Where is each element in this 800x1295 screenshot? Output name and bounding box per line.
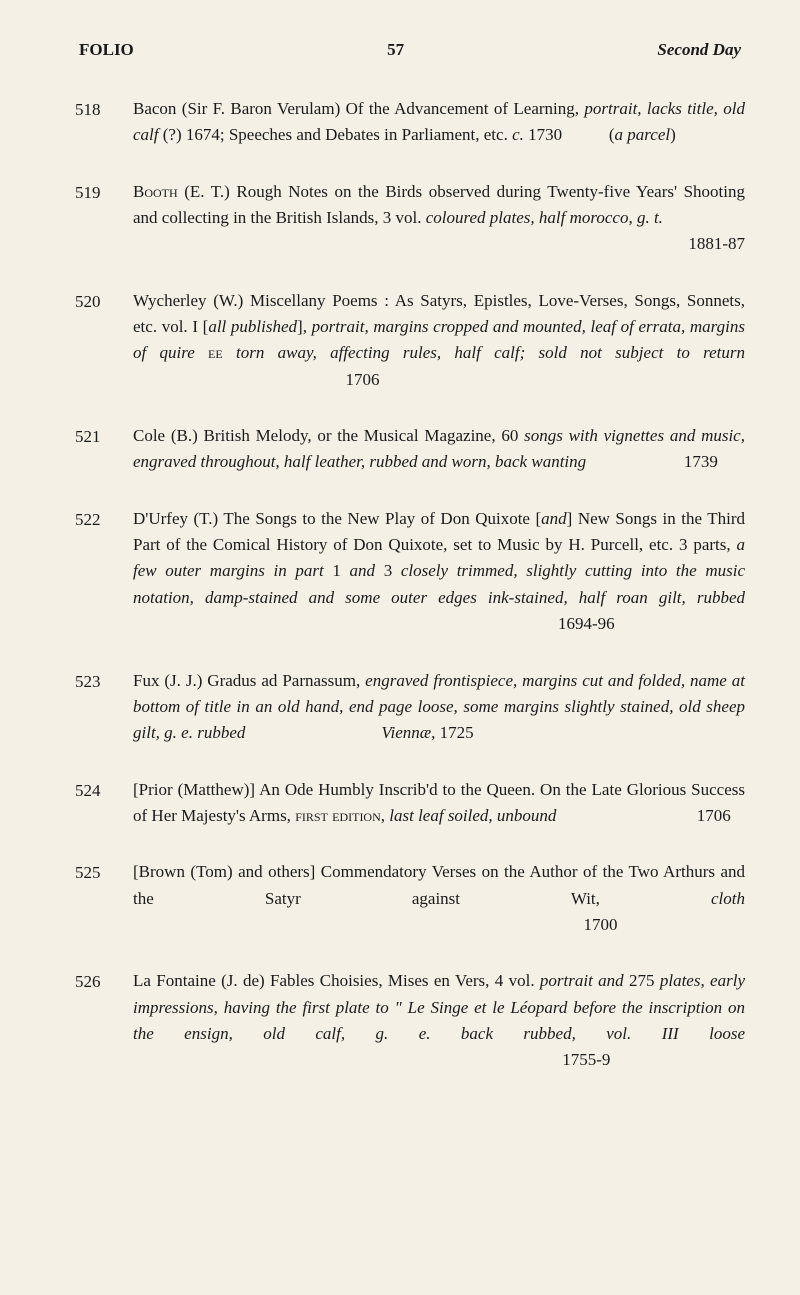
header-page-number: 57 xyxy=(387,40,404,60)
lot-description: D'Urfey (T.) The Songs to the New Play o… xyxy=(133,506,745,638)
catalogue-entry: 520Wycherley (W.) Miscellany Poems : As … xyxy=(75,288,745,393)
catalogue-entry: 526La Fontaine (J. de) Fables Choisies, … xyxy=(75,968,745,1073)
lot-description: Bacon (Sir F. Baron Verulam) Of the Adva… xyxy=(133,96,745,149)
lot-description: Cole (B.) British Melody, or the Musical… xyxy=(133,423,745,476)
catalogue-entry: 524[Prior (Matthew)] An Ode Humbly Inscr… xyxy=(75,777,745,830)
entries-list: 518Bacon (Sir F. Baron Verulam) Of the A… xyxy=(75,96,745,1074)
lot-number: 519 xyxy=(75,179,133,258)
catalogue-entry: 518Bacon (Sir F. Baron Verulam) Of the A… xyxy=(75,96,745,149)
lot-description: Wycherley (W.) Miscellany Poems : As Sat… xyxy=(133,288,745,393)
header-left: FOLIO xyxy=(79,40,134,60)
lot-number: 521 xyxy=(75,423,133,476)
page: FOLIO 57 Second Day 518Bacon (Sir F. Bar… xyxy=(0,0,800,1144)
catalogue-entry: 519Booth (E. T.) Rough Notes on the Bird… xyxy=(75,179,745,258)
catalogue-entry: 521Cole (B.) British Melody, or the Musi… xyxy=(75,423,745,476)
lot-description: Fux (J. J.) Gradus ad Parnassum, engrave… xyxy=(133,668,745,747)
lot-number: 526 xyxy=(75,968,133,1073)
lot-number: 523 xyxy=(75,668,133,747)
lot-number: 520 xyxy=(75,288,133,393)
lot-number: 518 xyxy=(75,96,133,149)
lot-number: 524 xyxy=(75,777,133,830)
lot-description: La Fontaine (J. de) Fables Choisies, Mis… xyxy=(133,968,745,1073)
lot-description: [Prior (Matthew)] An Ode Humbly Inscrib'… xyxy=(133,777,745,830)
lot-number: 522 xyxy=(75,506,133,638)
lot-description: [Brown (Tom) and others] Commendatory Ve… xyxy=(133,859,745,938)
page-header: FOLIO 57 Second Day xyxy=(75,40,745,60)
catalogue-entry: 522D'Urfey (T.) The Songs to the New Pla… xyxy=(75,506,745,638)
catalogue-entry: 525[Brown (Tom) and others] Commendatory… xyxy=(75,859,745,938)
lot-description: Booth (E. T.) Rough Notes on the Birds o… xyxy=(133,179,745,258)
lot-number: 525 xyxy=(75,859,133,938)
catalogue-entry: 523Fux (J. J.) Gradus ad Parnassum, engr… xyxy=(75,668,745,747)
header-right: Second Day xyxy=(657,40,741,60)
